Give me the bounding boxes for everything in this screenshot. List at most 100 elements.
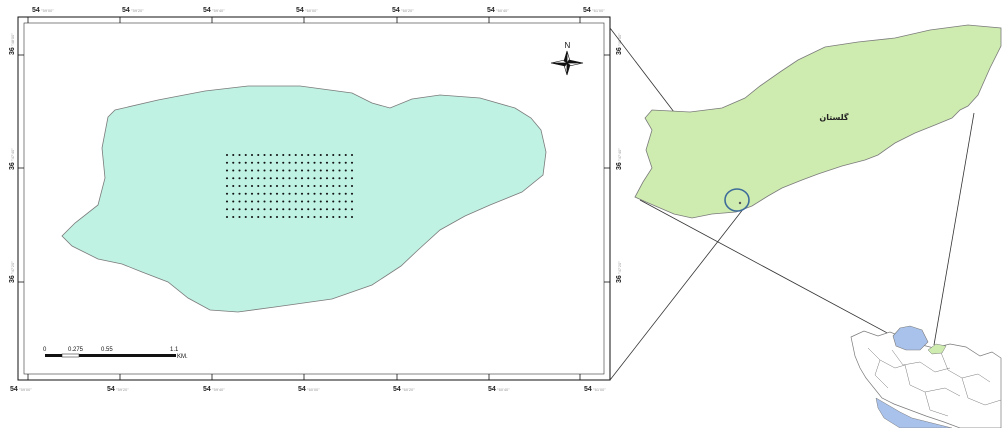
sample-point (344, 200, 347, 203)
sample-point (244, 184, 247, 188)
sample-point (282, 215, 285, 219)
sample-point (332, 177, 335, 180)
sample-point (288, 200, 291, 203)
sample-point (350, 153, 354, 157)
sample-point (344, 192, 347, 195)
sample-point (344, 208, 347, 211)
sample-point (232, 184, 235, 188)
sample-point (325, 161, 329, 164)
sample-point (232, 200, 235, 203)
scale-bar-tick-2: 0.55 (101, 347, 113, 353)
sample-point (244, 161, 247, 164)
sample-point (282, 184, 285, 188)
sample-point (263, 153, 266, 157)
right-coord-1-degrees: 36 (616, 47, 623, 55)
left-coord-3-degrees: 36 (9, 275, 16, 283)
sample-point (313, 215, 316, 219)
sample-point (250, 208, 254, 211)
bottom-coord-7: 54 (584, 386, 592, 393)
sample-point (275, 200, 279, 203)
north-arrow-needle-dark (550, 50, 584, 76)
top-coord-1: 54 (32, 7, 40, 14)
sample-point (332, 169, 335, 172)
left-coord-2-minutes: °47'40" (10, 148, 15, 161)
sample-point (332, 161, 335, 164)
sample-point (282, 153, 285, 157)
sample-point (300, 184, 304, 188)
scale-bar-segment-1 (45, 354, 62, 357)
sample-point (244, 208, 247, 211)
sample-point (344, 161, 347, 164)
sample-point (319, 192, 322, 195)
sample-point (319, 177, 322, 180)
top-coordinate-labels: 54 °59'00" 54 °59'20" 54 °59'40" 54 °60'… (32, 7, 605, 14)
sample-point (332, 192, 335, 195)
top-coord-7: 54 (583, 7, 591, 14)
sample-point (244, 200, 247, 203)
sample-point (250, 177, 254, 180)
bottom-coord-1-minutes: °59'00" (19, 387, 32, 392)
sample-point (294, 184, 297, 188)
sample-point (288, 161, 291, 164)
sample-point (313, 161, 316, 164)
sample-point (300, 161, 304, 164)
scale-bar-tick-0: 0 (43, 347, 47, 353)
left-coord-1-minutes: °48'00" (10, 33, 15, 46)
sample-point (300, 192, 304, 195)
sample-point (325, 184, 329, 188)
sample-point (338, 153, 341, 157)
sample-point (288, 153, 291, 157)
sample-point (244, 169, 247, 172)
sample-point (275, 192, 279, 195)
sample-point (325, 200, 329, 203)
sample-point (338, 169, 341, 172)
north-arrow: N (550, 41, 584, 76)
top-coord-3: 54 (203, 7, 211, 14)
iran-province-boundary-2 (891, 349, 951, 373)
sample-point (225, 161, 229, 164)
top-coord-2-minutes: °59'20" (131, 8, 144, 13)
sample-point (325, 153, 329, 157)
sample-point (269, 153, 272, 157)
sample-point (313, 200, 316, 203)
sample-point (288, 184, 291, 188)
sample-point (282, 177, 285, 180)
left-coord-3: 36 °47'20" (9, 261, 16, 283)
sample-point (244, 177, 247, 180)
sample-point (300, 177, 304, 180)
sample-point (263, 208, 266, 211)
scale-bar-unit: KM. (177, 354, 188, 360)
sample-point (300, 208, 304, 211)
sample-point (344, 169, 347, 172)
connector-province-right (933, 112, 975, 346)
top-coord-4-minutes: °60'00" (305, 8, 318, 13)
sample-point (307, 161, 310, 164)
top-coord-1-minutes: °59'00" (41, 8, 54, 13)
sample-point (225, 184, 229, 188)
bottom-coord-3-minutes: °59'40" (212, 387, 225, 392)
scale-bar-segment-3 (79, 354, 109, 357)
sample-point (263, 215, 266, 219)
sample-point (350, 200, 354, 203)
sample-point (232, 215, 235, 219)
right-coord-1-minutes: °48'00" (617, 33, 622, 46)
sample-point (300, 153, 304, 157)
bottom-coord-7-minutes: °61'00" (593, 387, 606, 392)
sample-point (350, 184, 354, 188)
sample-point (332, 208, 335, 211)
top-coord-6: 54 (487, 7, 495, 14)
right-coord-3-minutes: °47'20" (617, 261, 622, 274)
bottom-coord-3: 54 (203, 386, 211, 393)
sample-point (263, 161, 266, 164)
sample-point (238, 208, 241, 211)
province-inset: گلستان (634, 24, 1002, 219)
sample-point (350, 169, 354, 172)
sample-point (338, 184, 341, 188)
sample-point (313, 184, 316, 188)
bottom-coordinate-labels: 54 °59'00" 54 °59'20" 54 °59'40" 54 °60'… (10, 386, 606, 393)
sample-point (325, 208, 329, 211)
sample-point (350, 215, 354, 219)
sample-point (238, 169, 241, 172)
sample-point (269, 169, 272, 172)
sample-point (319, 215, 322, 219)
